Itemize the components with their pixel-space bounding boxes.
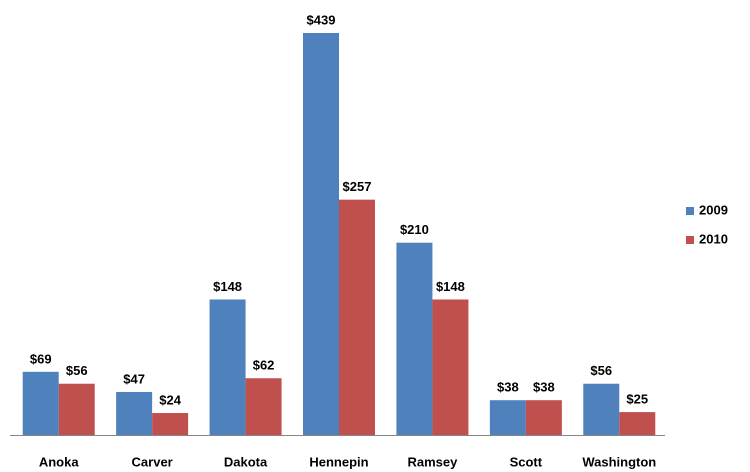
x-tick-label: Dakota <box>224 454 268 469</box>
x-tick-label: Washington <box>582 454 656 469</box>
bar <box>116 391 153 435</box>
bar <box>152 413 189 435</box>
bar <box>583 383 620 435</box>
bar <box>303 33 339 435</box>
legend-label: 2009 <box>699 202 728 217</box>
legend-swatch <box>686 207 694 215</box>
bar <box>209 299 246 435</box>
data-label: $148 <box>213 279 242 294</box>
data-label: $69 <box>30 351 52 366</box>
x-tick-label: Scott <box>510 454 543 469</box>
bar <box>339 199 375 435</box>
data-label: $62 <box>253 358 275 373</box>
data-label: $38 <box>533 380 555 395</box>
data-label: $257 <box>343 179 372 194</box>
data-label: $56 <box>590 363 612 378</box>
data-label: $25 <box>626 392 648 407</box>
data-label: $24 <box>159 392 181 407</box>
bar <box>22 371 59 435</box>
bar <box>432 299 469 435</box>
x-tick-label: Hennepin <box>309 454 368 469</box>
data-label: $47 <box>123 371 145 386</box>
data-label: $56 <box>66 363 88 378</box>
bar <box>245 378 282 435</box>
bar <box>525 400 562 435</box>
bar <box>58 383 95 435</box>
data-label: $38 <box>497 380 519 395</box>
bar <box>396 242 433 435</box>
x-tick-label: Anoka <box>39 454 80 469</box>
bar <box>489 400 526 435</box>
x-tick-label: Ramsey <box>407 454 458 469</box>
x-tick-label: Carver <box>132 454 173 469</box>
data-label: $210 <box>400 222 429 237</box>
data-label: $439 <box>307 12 336 27</box>
legend-label: 2010 <box>699 231 728 246</box>
legend-swatch <box>686 236 694 244</box>
data-label: $148 <box>436 279 465 294</box>
bar <box>619 412 656 435</box>
